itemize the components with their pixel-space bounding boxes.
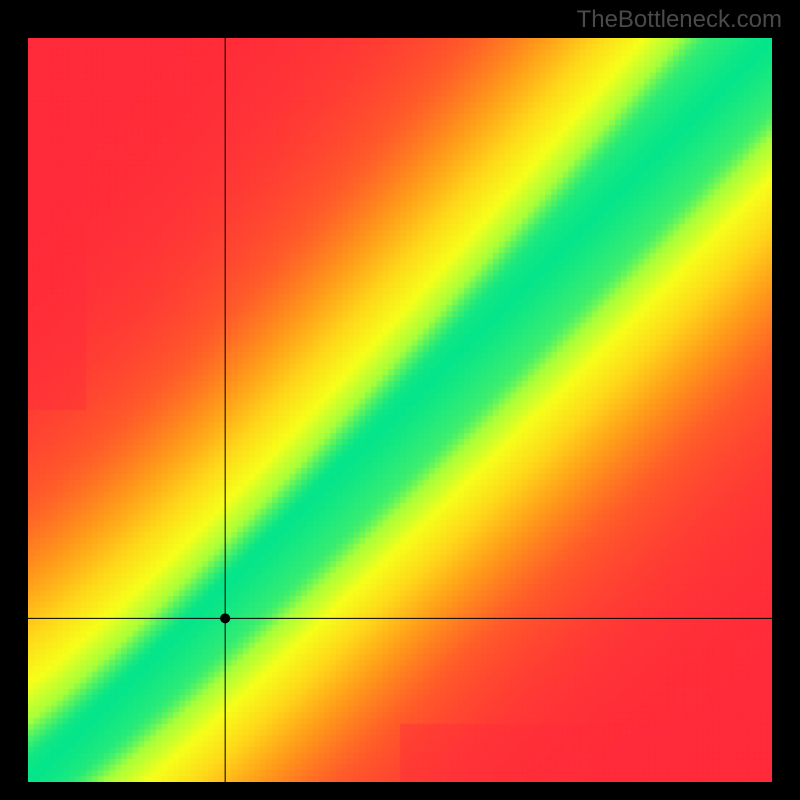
- chart-container: TheBottleneck.com: [0, 0, 800, 800]
- watermark-text: TheBottleneck.com: [577, 6, 782, 34]
- bottleneck-heatmap: [28, 38, 772, 782]
